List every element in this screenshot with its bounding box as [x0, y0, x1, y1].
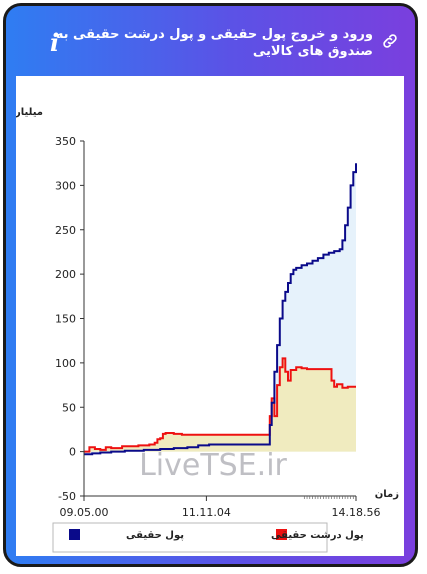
y-tick-label: 250	[55, 224, 76, 237]
x-tick-label: 11.11.04	[182, 506, 231, 519]
info-icon[interactable]: i	[50, 28, 60, 57]
x-axis-label: زمان	[375, 489, 399, 500]
chart-panel: 350 300 250 200 150 100 50 0 -50 09.05.00 11.11.0…	[6, 76, 404, 556]
big-real-money-line	[84, 357, 356, 453]
legend-label-real-money[interactable]: پول حقیقی	[126, 530, 184, 541]
watermark: LiveTSE.ir	[139, 448, 287, 483]
y-tick-label: 100	[55, 357, 76, 370]
card-header: i ورود و خروج پول حقیقی و پول درشت حقیقی…	[6, 6, 415, 72]
x-tick-label: 14.18.56	[332, 506, 381, 519]
legend-swatch-real-money	[69, 529, 80, 540]
chart-title: ورود و خروج پول حقیقی و پول درشت حقیقی ب…	[55, 27, 373, 59]
real-money-line	[84, 163, 357, 456]
link-icon[interactable]	[381, 32, 399, 50]
legend-swatch-big-real-money	[276, 529, 287, 540]
y-tick-label: 0	[69, 446, 76, 459]
chart-card: i ورود و خروج پول حقیقی و پول درشت حقیقی…	[3, 3, 418, 567]
y-tick-label: -50	[58, 490, 76, 503]
y-tick-label: 200	[55, 268, 76, 281]
y-tick-label: 300	[55, 179, 76, 192]
y-tick-label: 50	[62, 401, 76, 414]
y-tick-label: 350	[55, 135, 76, 148]
y-axis-label: میلیارد تومان	[16, 107, 43, 118]
y-tick-label: 150	[55, 313, 76, 326]
chart-svg: 350 300 250 200 150 100 50 0 -50 09.05.00 11.11.0…	[6, 107, 399, 553]
legend-label-big-real-money[interactable]: پول درشت حقیقی	[271, 530, 364, 541]
big-real-money-area	[84, 358, 356, 452]
x-tick-label: 09.05.00	[60, 506, 109, 519]
